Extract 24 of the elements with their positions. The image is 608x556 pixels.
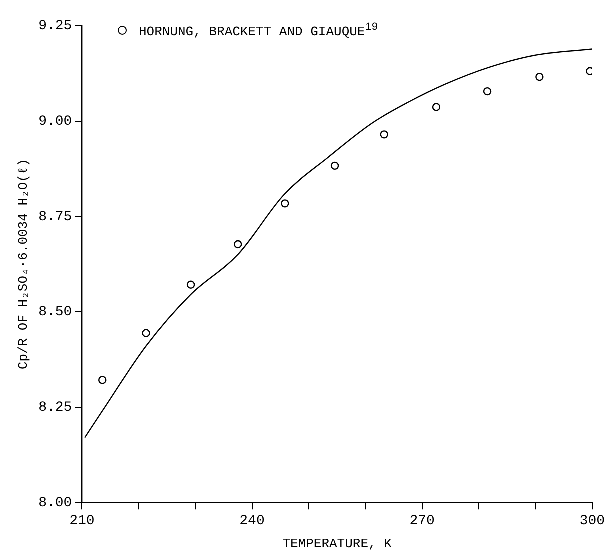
legend-label: HORNUNG, BRACKETT AND GIAUQUE$^{19}$ <box>139 22 378 40</box>
point <box>281 200 290 208</box>
line-series <box>84 48 592 438</box>
x-tick-label: 210 <box>70 514 95 530</box>
y-tick-label: 8.25 <box>38 400 72 416</box>
point <box>142 329 150 338</box>
point <box>234 240 242 249</box>
y-tick-label: 9.25 <box>38 18 72 35</box>
x-axis-title: TEMPERATURE, K <box>282 536 392 552</box>
point <box>432 103 441 112</box>
y-tick-label: 8.00 <box>38 495 72 512</box>
point <box>330 162 340 170</box>
y-axis-title: Cp/R OF H₂SO₄·6.0034 H₂O(ℓ) <box>16 158 32 370</box>
x-tick-label: 300 <box>580 514 606 530</box>
point <box>186 280 196 289</box>
point <box>380 130 388 139</box>
point <box>98 376 107 384</box>
y-tick-label: 8.50 <box>38 304 72 321</box>
x-tick-label: 240 <box>240 514 265 530</box>
point <box>536 72 544 82</box>
y-tick-label: 8.75 <box>38 209 72 226</box>
y-tick-label: 9.00 <box>38 114 72 130</box>
point <box>483 87 492 96</box>
x-tick-label: 270 <box>410 514 435 530</box>
